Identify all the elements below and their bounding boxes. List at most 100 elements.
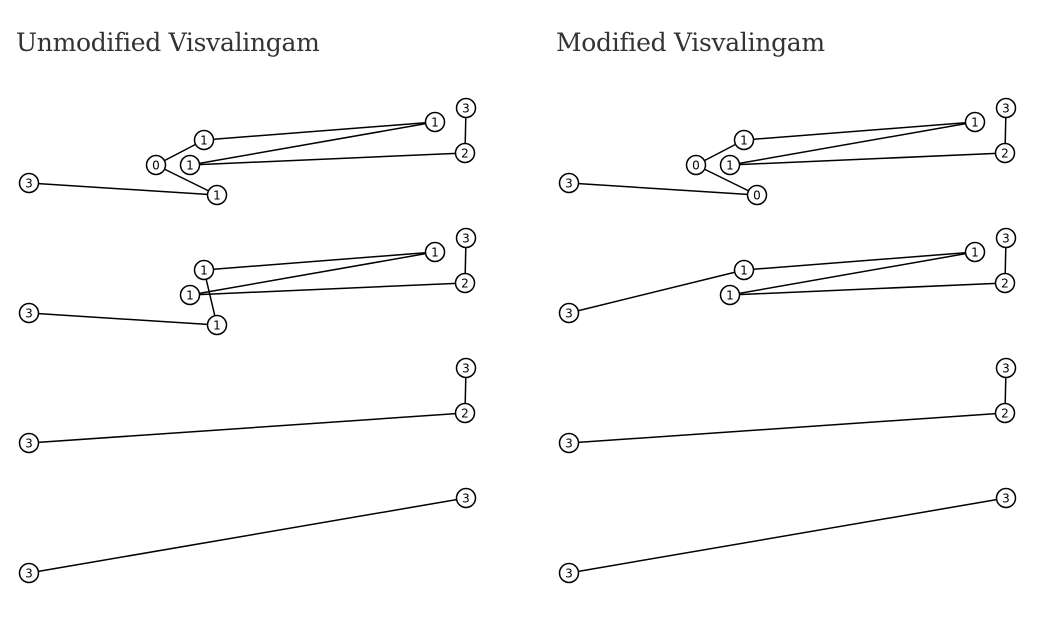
- edge-0-1: [568, 269, 745, 314]
- node-label: 2: [461, 277, 469, 291]
- node: 3: [558, 432, 580, 454]
- node-label: 3: [565, 307, 573, 321]
- edge-1-2: [695, 164, 758, 196]
- node-label: 3: [462, 232, 470, 246]
- node-circle: [455, 487, 477, 509]
- edge-0-1: [568, 182, 758, 196]
- node: 0: [746, 184, 768, 206]
- modified-stage-4: 33: [558, 487, 1017, 584]
- node-circle: [995, 227, 1017, 249]
- node-circle: [558, 302, 580, 324]
- node-circle: [994, 142, 1016, 164]
- node: 1: [193, 259, 215, 281]
- unmodified-stage-3: 3 2 3: [18, 357, 477, 454]
- edge-5-6: [729, 152, 1006, 166]
- node-circle: [994, 402, 1016, 424]
- edge-3-4: [743, 121, 976, 141]
- node-label: 1: [200, 134, 208, 148]
- node: 2: [454, 272, 476, 294]
- node-label: 3: [565, 567, 573, 581]
- node-label: 1: [431, 246, 439, 260]
- node-circle: [145, 154, 167, 176]
- node-circle: [995, 487, 1017, 509]
- node-label: 3: [565, 437, 573, 451]
- node-circle: [964, 111, 986, 133]
- node: 3: [558, 302, 580, 324]
- node-label: 1: [186, 289, 194, 303]
- node: 3: [558, 172, 580, 194]
- node: 3: [558, 562, 580, 584]
- node: 3: [18, 562, 40, 584]
- node-circle: [719, 154, 741, 176]
- node-circle: [746, 184, 768, 206]
- node-label: 1: [726, 159, 734, 173]
- node-label: 3: [462, 362, 470, 376]
- node: 1: [179, 284, 201, 306]
- node-label: 3: [25, 307, 33, 321]
- node-label: 1: [213, 189, 221, 203]
- node-circle: [18, 562, 40, 584]
- node-label: 1: [186, 159, 194, 173]
- node: 1: [964, 241, 986, 263]
- node-label: 0: [753, 189, 761, 203]
- node-label: 2: [1001, 147, 1009, 161]
- node-label: 3: [1002, 362, 1010, 376]
- unmodified-panel-title: Unmodified Visvalingam: [16, 28, 320, 57]
- node-label: 1: [740, 264, 748, 278]
- modified-stage-3: 3 2 3: [558, 357, 1017, 454]
- node-circle: [454, 142, 476, 164]
- node-circle: [558, 432, 580, 454]
- node: 3: [455, 227, 477, 249]
- node-label: 3: [25, 177, 33, 191]
- node-circle: [733, 129, 755, 151]
- node: 0: [685, 154, 707, 176]
- node: 1: [719, 154, 741, 176]
- node-label: 2: [1001, 277, 1009, 291]
- node: 3: [455, 487, 477, 509]
- node: 1: [424, 241, 446, 263]
- edge-0-1: [28, 412, 466, 444]
- node-circle: [455, 357, 477, 379]
- node-circle: [179, 154, 201, 176]
- node: 2: [454, 142, 476, 164]
- node: 1: [733, 129, 755, 151]
- node-label: 1: [971, 116, 979, 130]
- node: 0: [145, 154, 167, 176]
- node-circle: [964, 241, 986, 263]
- node-label: 1: [726, 289, 734, 303]
- edge-0-1: [28, 312, 218, 326]
- node-label: 1: [200, 264, 208, 278]
- node: 2: [994, 272, 1016, 294]
- node: 3: [995, 357, 1017, 379]
- node-label: 2: [1001, 407, 1009, 421]
- node-label: 3: [1002, 492, 1010, 506]
- node-circle: [206, 314, 228, 336]
- edge-2-3: [729, 251, 976, 296]
- node-circle: [995, 357, 1017, 379]
- edge-0-1: [568, 497, 1007, 574]
- edge-5-6: [189, 152, 466, 166]
- node-label: 2: [461, 407, 469, 421]
- node-label: 3: [565, 177, 573, 191]
- node: 1: [424, 111, 446, 133]
- edge-4-5: [189, 121, 436, 166]
- node-circle: [18, 302, 40, 324]
- node: 1: [193, 129, 215, 151]
- edge-1-2: [743, 251, 976, 271]
- node: 1: [179, 154, 201, 176]
- edge-3-4: [189, 251, 436, 296]
- node: 1: [719, 284, 741, 306]
- node: 2: [994, 142, 1016, 164]
- node-circle: [455, 227, 477, 249]
- node-circle: [994, 272, 1016, 294]
- node-circle: [206, 184, 228, 206]
- node-label: 2: [461, 147, 469, 161]
- node-circle: [179, 284, 201, 306]
- edge-0-1: [28, 182, 218, 196]
- node-label: 3: [462, 102, 470, 116]
- node: 3: [455, 97, 477, 119]
- edge-4-5: [189, 282, 466, 296]
